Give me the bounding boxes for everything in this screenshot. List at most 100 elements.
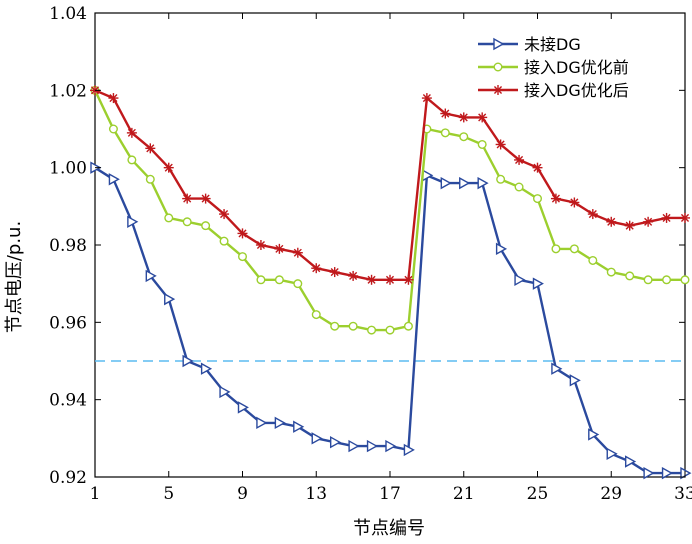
data-point — [385, 274, 395, 285]
data-point — [514, 273, 526, 286]
data-point — [477, 139, 487, 149]
data-point — [348, 321, 358, 331]
data-point-stroke — [625, 221, 634, 230]
data-point — [274, 416, 286, 430]
x-tick-label: 5 — [163, 484, 174, 504]
data-point — [550, 193, 561, 204]
x-tick-label: 17 — [379, 484, 401, 504]
data-point — [532, 277, 544, 290]
x-tick-label: 29 — [600, 484, 622, 504]
x-tick-label: 25 — [527, 484, 549, 504]
data-point — [182, 193, 193, 204]
x-axis-label: 节点编号 — [353, 518, 425, 539]
data-point — [182, 217, 192, 227]
data-point-stroke — [459, 113, 468, 122]
data-point — [532, 162, 543, 173]
data-point-stroke — [127, 128, 136, 137]
data-point-stroke — [349, 271, 358, 280]
data-point — [662, 275, 672, 285]
data-point — [367, 325, 377, 335]
data-point — [256, 275, 266, 285]
y-axis-label: 节点电压/p.u. — [4, 221, 25, 333]
x-tick-label: 13 — [305, 484, 327, 504]
data-point-stroke — [312, 264, 321, 273]
data-point — [293, 279, 303, 289]
data-point-stroke — [385, 275, 395, 284]
data-point — [164, 292, 176, 306]
data-point — [514, 154, 525, 165]
data-point — [311, 310, 321, 320]
series-line — [93, 89, 685, 332]
legend-label: 接入DG优化前 — [524, 58, 629, 77]
data-point — [421, 93, 432, 104]
data-point — [440, 176, 452, 190]
data-point-stroke — [441, 109, 450, 118]
data-point — [606, 216, 617, 227]
data-point-stroke — [293, 248, 302, 257]
data-point — [292, 247, 303, 258]
data-point — [569, 244, 579, 254]
data-point — [274, 243, 285, 254]
data-point-stroke — [404, 275, 413, 284]
legend-label: 未接DG — [524, 35, 581, 54]
data-point — [219, 385, 231, 399]
y-tick-label: 0.94 — [49, 391, 87, 411]
data-point — [200, 193, 211, 204]
y-tick-label: 0.98 — [49, 236, 87, 256]
data-point-stroke — [220, 210, 229, 219]
data-point — [493, 62, 503, 72]
data-point — [459, 176, 471, 190]
data-point — [164, 213, 174, 223]
y-tick-label: 1.02 — [49, 81, 87, 101]
data-point — [329, 267, 340, 278]
data-point — [403, 443, 415, 457]
data-point — [495, 242, 508, 256]
data-point — [274, 275, 284, 285]
data-point — [551, 244, 561, 254]
data-point — [126, 127, 137, 138]
data-point-stroke — [515, 155, 524, 164]
data-point-stroke — [662, 213, 671, 222]
data-point — [127, 155, 137, 165]
data-point-stroke — [680, 213, 690, 222]
data-point-stroke — [201, 194, 210, 203]
data-point — [680, 275, 690, 285]
data-point — [145, 174, 155, 184]
data-point — [311, 432, 323, 445]
data-point — [385, 325, 395, 335]
data-point — [403, 274, 414, 285]
data-point — [588, 428, 600, 441]
series-line — [94, 89, 685, 281]
data-point-stroke — [109, 94, 118, 103]
data-point — [606, 267, 616, 277]
data-point — [145, 269, 157, 283]
legend-entry: 未接DG — [478, 35, 581, 54]
data-point-stroke — [496, 140, 505, 149]
data-point — [255, 240, 266, 250]
data-point — [588, 255, 598, 265]
data-point — [329, 436, 342, 449]
data-point — [366, 274, 377, 285]
data-point — [661, 466, 674, 480]
data-point-stroke — [644, 217, 653, 226]
data-point-stroke — [570, 198, 579, 207]
data-point — [108, 124, 118, 134]
data-point-stroke — [533, 163, 542, 172]
data-point — [311, 263, 322, 274]
data-point — [201, 221, 211, 231]
x-tick-label: 33 — [674, 484, 692, 504]
data-point — [495, 139, 506, 150]
data-point-stroke — [478, 113, 487, 122]
data-point — [200, 362, 213, 375]
data-point — [569, 197, 580, 208]
data-point — [403, 321, 413, 331]
data-point — [624, 220, 635, 231]
data-point — [348, 439, 360, 453]
data-point — [624, 455, 637, 468]
data-point — [477, 176, 489, 190]
data-point — [493, 37, 505, 51]
data-point-stroke — [367, 275, 376, 284]
x-tick-label: 1 — [90, 484, 101, 504]
data-point — [493, 85, 503, 95]
data-point-stroke — [238, 229, 247, 238]
